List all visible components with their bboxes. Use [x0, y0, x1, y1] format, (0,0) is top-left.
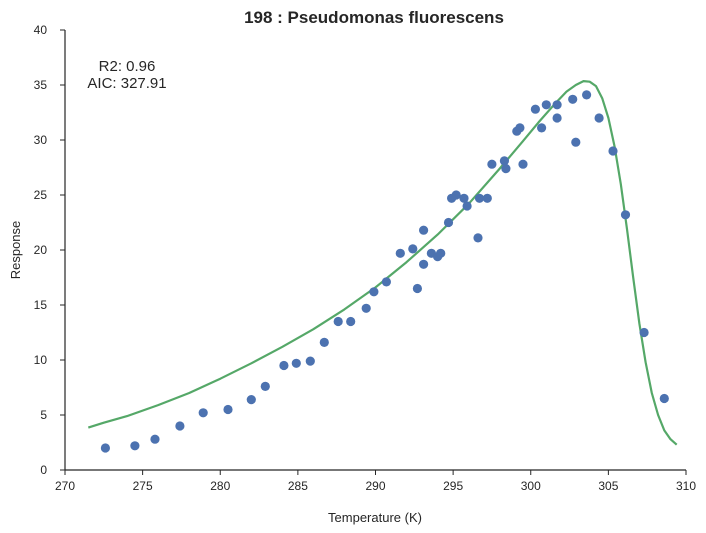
- data-point: [412, 283, 422, 294]
- data-point: [537, 123, 547, 133]
- data-point: [291, 358, 301, 368]
- fit-curve: [87, 80, 678, 446]
- data-point: [451, 190, 461, 200]
- data-point: [462, 201, 472, 211]
- x-tick-label: 305: [598, 479, 618, 493]
- data-point: [223, 404, 233, 415]
- data-point: [482, 193, 492, 203]
- x-tick-label: 275: [133, 479, 153, 493]
- x-tick-label: 300: [521, 479, 541, 493]
- data-point: [443, 217, 454, 228]
- x-axis-label: Temperature (K): [328, 510, 422, 525]
- data-point: [419, 225, 429, 235]
- data-point: [608, 146, 618, 156]
- data-point: [541, 100, 551, 110]
- data-point: [346, 316, 356, 327]
- y-tick-label: 20: [34, 243, 48, 257]
- data-point: [501, 164, 511, 174]
- x-tick-label: 295: [443, 479, 463, 493]
- data-point: [530, 104, 541, 114]
- y-tick-label: 25: [34, 188, 48, 202]
- data-point: [582, 90, 592, 100]
- data-point: [474, 193, 485, 203]
- x-tick-label: 280: [210, 479, 230, 493]
- y-tick-label: 10: [34, 353, 48, 367]
- data-point: [381, 277, 391, 287]
- data-point: [571, 137, 581, 147]
- data-points-layer: [100, 90, 669, 453]
- data-point: [552, 113, 562, 123]
- data-point: [130, 441, 140, 451]
- data-point: [518, 159, 528, 169]
- y-axis-label: Response: [8, 221, 23, 280]
- y-tick-label: 35: [34, 78, 48, 92]
- r2-annotation: R2: 0.96: [99, 58, 156, 75]
- data-point: [333, 316, 343, 327]
- y-tick-label: 0: [40, 463, 47, 477]
- y-tick-label: 15: [34, 298, 48, 312]
- data-point: [568, 94, 578, 104]
- data-point: [319, 337, 329, 347]
- data-point: [369, 287, 379, 297]
- data-point: [487, 159, 497, 169]
- axes: 270 275 280 285 290 295 300 305 310 0 5 10 15 20 25 30 3…: [34, 23, 697, 493]
- data-point: [499, 156, 509, 166]
- data-point: [150, 434, 160, 444]
- data-point: [361, 303, 371, 313]
- data-point: [408, 244, 418, 254]
- data-point: [639, 327, 649, 338]
- y-tick-label: 40: [34, 23, 48, 37]
- x-tick-label: 310: [676, 479, 696, 493]
- data-point: [198, 408, 208, 418]
- data-point: [305, 356, 315, 366]
- data-point: [515, 123, 525, 133]
- data-point: [246, 395, 256, 405]
- data-point: [419, 259, 429, 269]
- data-point: [473, 233, 483, 243]
- x-tick-label: 270: [55, 479, 75, 493]
- data-point: [620, 210, 631, 220]
- data-point: [552, 100, 562, 110]
- data-point: [100, 443, 110, 453]
- y-tick-label: 5: [40, 408, 47, 422]
- x-tick-label: 285: [288, 479, 308, 493]
- x-tick-label: 290: [365, 479, 385, 493]
- data-point: [175, 421, 185, 431]
- data-point: [395, 248, 405, 258]
- data-point: [659, 393, 669, 404]
- data-point: [260, 381, 270, 391]
- data-point: [459, 193, 469, 203]
- data-point: [594, 113, 604, 123]
- fit-curve-layer: [87, 80, 678, 446]
- y-tick-label: 30: [34, 133, 48, 147]
- chart-title: 198 : Pseudomonas fluorescens: [244, 8, 504, 27]
- data-point: [279, 360, 289, 371]
- stats-annotation: R2: 0.96 AIC: 327.91: [87, 58, 166, 92]
- data-point: [436, 248, 446, 258]
- aic-annotation: AIC: 327.91: [87, 75, 166, 92]
